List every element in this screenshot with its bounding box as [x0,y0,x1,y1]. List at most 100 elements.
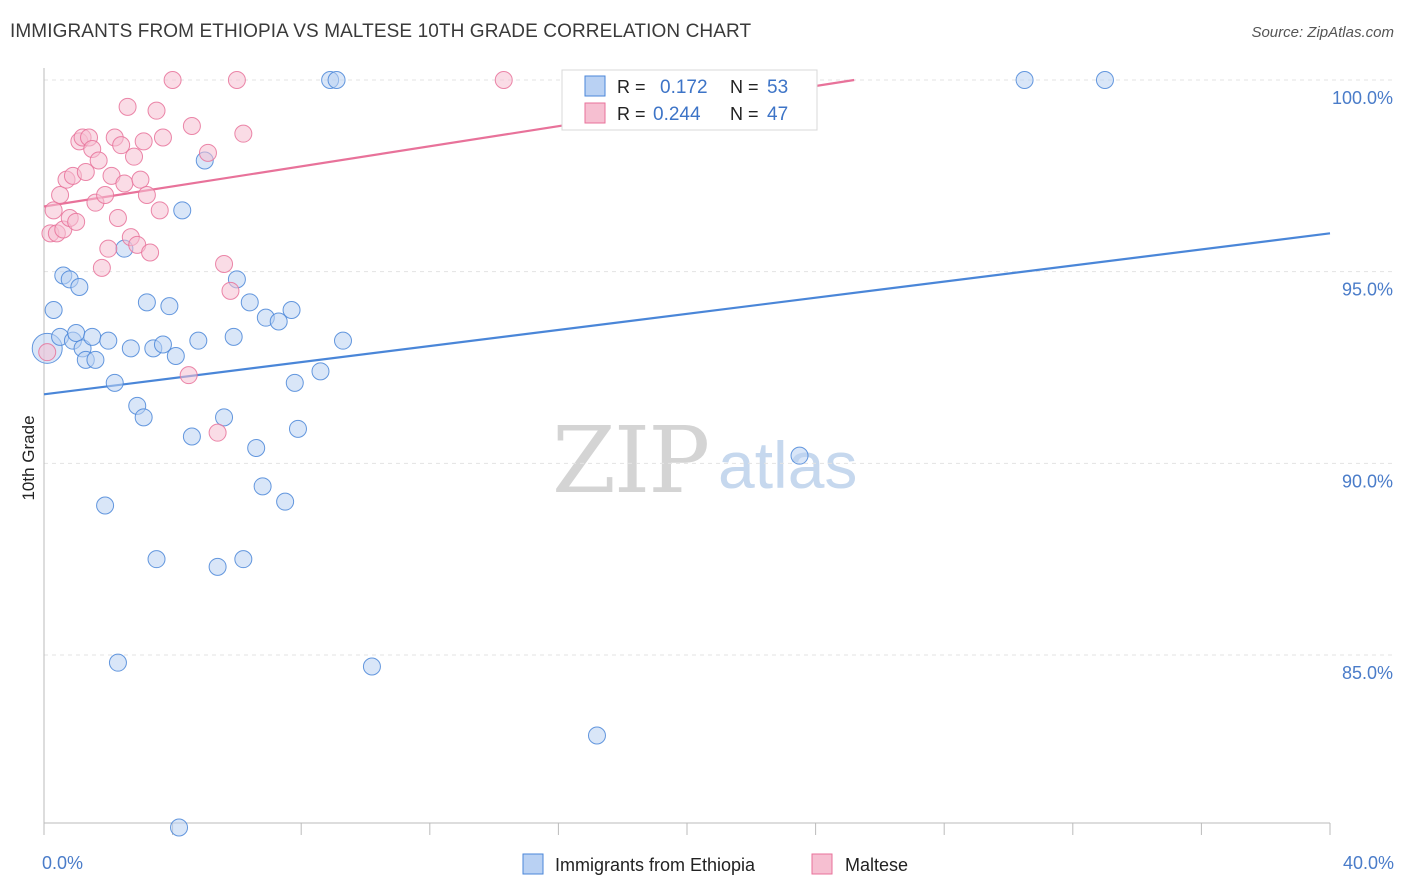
point-ethiopia [587,726,606,745]
stats-r-value-2: 0.244 [653,104,701,125]
point-ethiopia [327,71,346,89]
x-tick-label: 40.0% [1343,853,1394,873]
point-maltese [115,174,134,193]
point-ethiopia [1095,71,1114,89]
watermark-zip: ZIP [552,407,708,514]
point-maltese [125,147,144,166]
stats-n-label-2: N = [730,104,759,124]
stats-n-value-2: 47 [767,104,788,125]
point-maltese [92,258,111,277]
point-maltese [150,201,169,220]
point-ethiopia [147,550,166,569]
point-ethiopia [215,408,234,427]
stats-swatch-blue [584,75,606,97]
stats-n-label-1: N = [730,77,759,97]
tick-labels: 100.0% 95.0% 90.0% 85.0% 0.0% 40.0% [42,88,1394,873]
point-ethiopia [160,297,179,316]
point-maltese [134,132,153,151]
point-ethiopia [96,496,115,515]
stats-swatch-pink [584,102,606,124]
point-ethiopia [67,324,86,342]
point-maltese [153,128,172,147]
point-ethiopia [276,492,295,511]
point-ethiopia [153,335,172,354]
legend-swatch-maltese [811,853,833,875]
point-ethiopia [86,350,105,369]
point-maltese [118,97,137,116]
watermark-atlas: atlas [718,428,857,502]
gridlines [44,79,1392,656]
point-maltese [38,343,57,362]
point-ethiopia [362,657,381,676]
point-ethiopia [189,331,208,350]
y-tick-label: 90.0% [1342,471,1393,491]
point-maltese [137,186,156,204]
legend-label-maltese: Maltese [845,855,908,875]
point-maltese [112,136,131,155]
y-tick-label: 100.0% [1332,88,1393,108]
legend-label-ethiopia: Immigrants from Ethiopia [555,855,756,875]
point-ethiopia [170,818,189,837]
x-tick-label: 0.0% [42,853,83,873]
point-maltese [99,239,118,258]
data-points [31,71,1114,837]
point-maltese [494,71,513,89]
point-ethiopia [285,373,304,392]
trend-line-ethiopia [43,232,1331,396]
point-ethiopia [247,439,266,457]
point-maltese [89,151,108,170]
point-maltese [163,71,182,89]
stats-r-value-1: 0.172 [660,77,708,98]
y-tick-label: 95.0% [1342,280,1393,300]
point-ethiopia [288,419,307,438]
point-maltese [51,186,70,204]
point-ethiopia [99,331,118,350]
point-maltese [131,170,150,189]
point-maltese [182,117,201,135]
point-ethiopia [253,477,272,496]
point-ethiopia [269,312,288,331]
point-maltese [76,163,95,181]
stats-r-label-2: R = [617,104,646,124]
y-axis-title: 10th Grade [19,415,38,500]
point-ethiopia [1015,71,1034,89]
point-maltese [208,423,227,442]
point-maltese [96,186,115,204]
point-maltese [67,212,86,231]
chart-title: IMMIGRANTS FROM ETHIOPIA VS MALTESE 10TH… [10,21,752,42]
point-ethiopia [234,550,253,569]
legend-swatch-ethiopia [522,853,544,875]
point-ethiopia [137,293,156,312]
point-ethiopia [121,339,140,358]
point-maltese [141,243,160,262]
legend: Immigrants from Ethiopia Maltese [522,853,908,875]
point-maltese [147,101,166,120]
y-tick-label: 85.0% [1342,663,1393,683]
stats-box: R = 0.172 N = 53 R = 0.244 N = 47 [561,69,818,131]
point-maltese [44,201,63,220]
point-ethiopia [173,201,192,220]
source-credit: Source: ZipAtlas.com [1251,24,1394,41]
point-ethiopia [105,373,124,392]
point-ethiopia [166,347,185,365]
point-maltese [198,143,217,162]
point-ethiopia [282,301,301,319]
stats-r-label-1: R = [617,77,646,97]
point-ethiopia [333,331,352,350]
point-ethiopia [182,427,201,446]
stats-n-value-1: 53 [767,77,788,98]
point-maltese [215,255,234,273]
point-ethiopia [134,408,153,427]
point-maltese [234,124,253,143]
point-ethiopia [44,301,63,319]
point-maltese [221,281,240,300]
point-ethiopia [224,327,243,346]
point-ethiopia [790,446,809,465]
point-ethiopia [108,653,127,672]
point-ethiopia [311,362,330,381]
point-maltese [108,209,127,227]
point-ethiopia [83,327,102,346]
point-ethiopia [240,293,259,312]
point-ethiopia [70,278,89,296]
